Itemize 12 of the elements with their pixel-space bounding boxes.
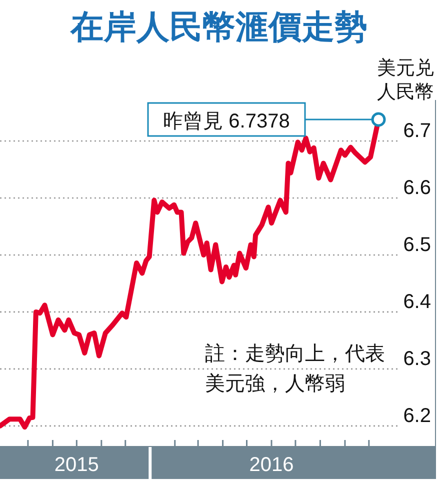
annotation: 昨曾見 6.7378 bbox=[163, 110, 290, 132]
y-tick-label: 6.4 bbox=[403, 290, 431, 313]
annotation: 註：走勢向上，代表美元強，人幣弱 bbox=[205, 343, 385, 395]
y-tick-label: 6.6 bbox=[403, 177, 431, 200]
y-tick-label: 6.5 bbox=[403, 234, 431, 256]
x-tick-label: 2015 bbox=[54, 454, 99, 476]
y-tick-label: 6.2 bbox=[403, 404, 431, 427]
ylabel: 美元兑人民幣 bbox=[377, 58, 434, 103]
title: 在岸人民幣滙價走勢 bbox=[70, 8, 368, 45]
y-tick-label: 6.3 bbox=[403, 348, 431, 370]
y-tick-label: 6.7 bbox=[403, 120, 431, 142]
x-tick-label: 2016 bbox=[249, 454, 294, 476]
